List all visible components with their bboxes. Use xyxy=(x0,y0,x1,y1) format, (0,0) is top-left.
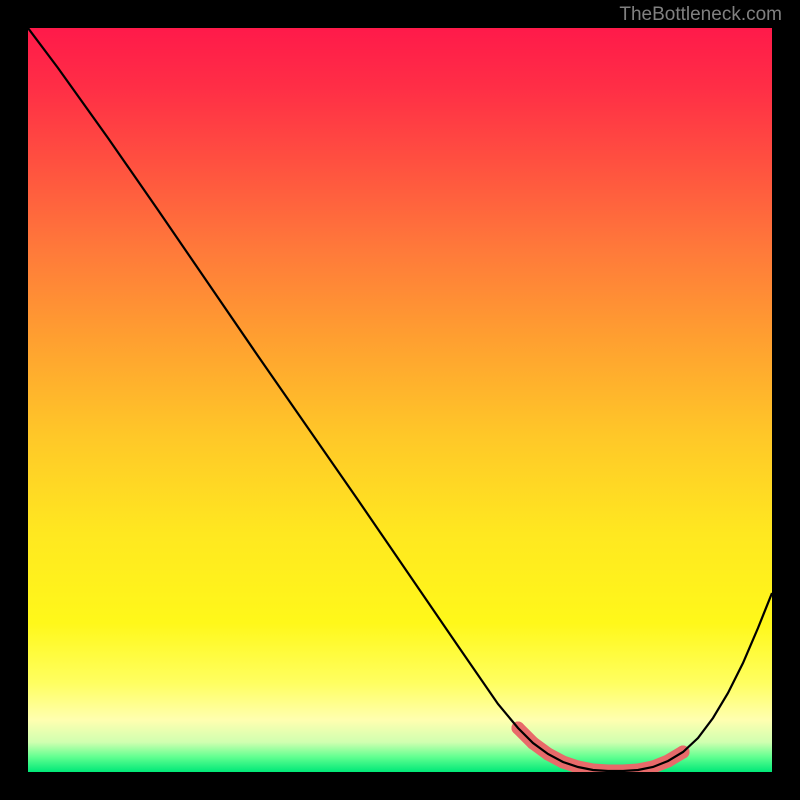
plot-area xyxy=(28,28,772,772)
attribution-text: TheBottleneck.com xyxy=(619,4,782,26)
curve-layer xyxy=(28,28,772,772)
bottleneck-curve xyxy=(28,28,772,771)
